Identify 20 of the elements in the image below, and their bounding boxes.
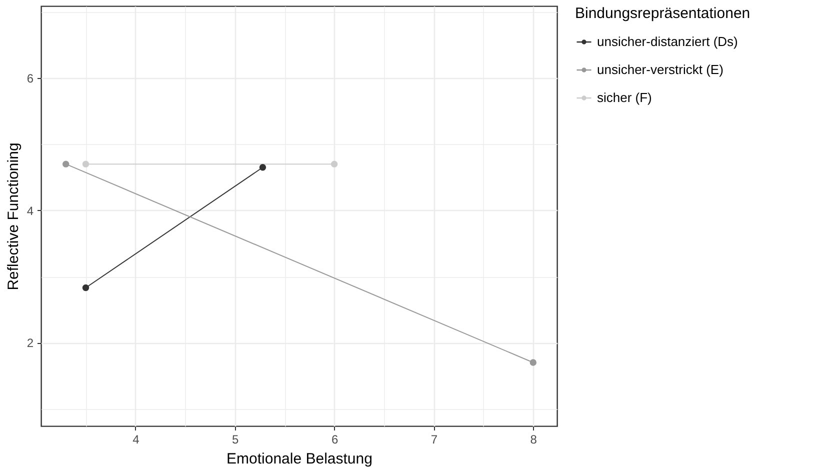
y-tick-label: 6 bbox=[26, 72, 34, 86]
legend-label: unsicher-verstrickt (E) bbox=[597, 62, 724, 77]
point bbox=[259, 164, 266, 171]
x-tick-label: 4 bbox=[132, 432, 140, 446]
point bbox=[530, 359, 536, 366]
point bbox=[82, 160, 90, 168]
legend-title: Bindungsrepräsentationen bbox=[575, 5, 750, 22]
x-tick-label: 6 bbox=[331, 432, 338, 446]
x-tick-label: 5 bbox=[232, 432, 240, 446]
x-tick-label: 8 bbox=[530, 432, 538, 446]
y-axis-title: Reflective Functioning bbox=[4, 142, 22, 290]
point bbox=[330, 160, 338, 168]
x-axis-title: Emotionale Belastung bbox=[226, 450, 372, 468]
legend-label: sicher (F) bbox=[597, 90, 652, 105]
point bbox=[82, 284, 90, 292]
point bbox=[62, 160, 70, 168]
y-tick-label: 2 bbox=[26, 336, 34, 350]
legend-label: unsicher-distanziert (Ds) bbox=[597, 34, 738, 49]
x-tick-label: 7 bbox=[430, 432, 438, 446]
y-tick-label: 4 bbox=[26, 204, 34, 218]
